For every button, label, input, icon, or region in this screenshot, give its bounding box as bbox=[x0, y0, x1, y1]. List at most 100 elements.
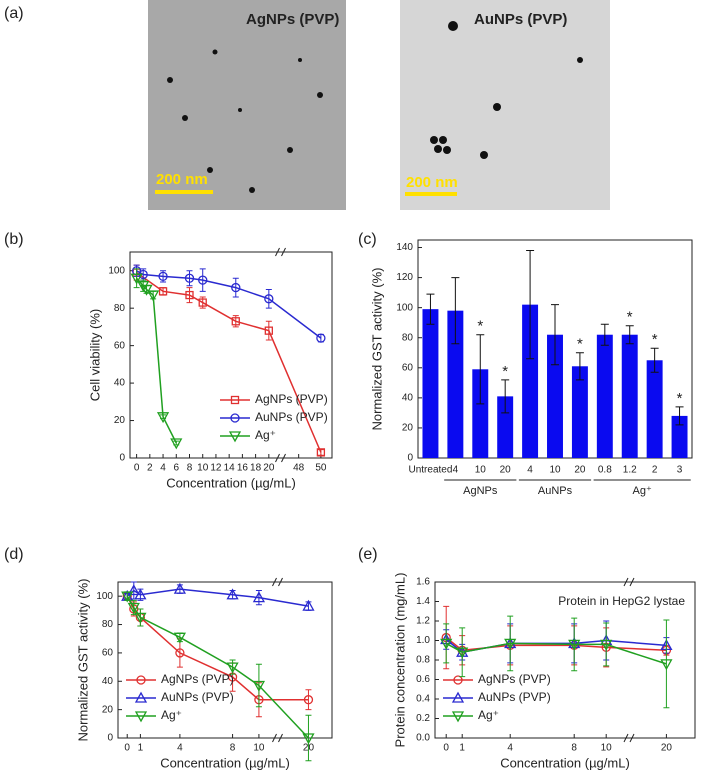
legend-label: Ag⁺ bbox=[161, 708, 182, 722]
x-tick-label: 18 bbox=[250, 463, 262, 474]
x-tick-label: Untreated bbox=[408, 465, 452, 476]
y-tick-label: 60 bbox=[402, 362, 414, 373]
marker bbox=[264, 294, 274, 304]
marker bbox=[170, 438, 183, 450]
error-bar bbox=[551, 304, 559, 366]
marker bbox=[226, 588, 239, 600]
series-line bbox=[136, 277, 177, 444]
marker bbox=[252, 591, 266, 603]
error-bar bbox=[571, 617, 578, 672]
y-tick-label: 20 bbox=[102, 704, 114, 715]
y-tick-label: 40 bbox=[114, 378, 126, 389]
marker bbox=[134, 612, 147, 624]
legend-marker bbox=[134, 711, 148, 723]
tem-image bbox=[400, 0, 610, 210]
plot-frame bbox=[117, 581, 333, 739]
x-tick-label: 3 bbox=[677, 465, 683, 476]
bar bbox=[596, 334, 613, 458]
y-tick-label: 20 bbox=[114, 415, 126, 426]
legend-label: AgNPs (PVP) bbox=[161, 672, 234, 686]
legend-marker bbox=[453, 675, 463, 685]
error-bar bbox=[451, 277, 460, 345]
error-bar bbox=[600, 323, 609, 346]
marker bbox=[134, 588, 147, 600]
panel-label: (c) bbox=[358, 231, 377, 248]
marker bbox=[185, 290, 194, 300]
y-tick-label: 60 bbox=[102, 648, 114, 659]
y-axis-title: Normalized GST activity (%) bbox=[75, 578, 90, 741]
marker bbox=[231, 317, 240, 326]
scale-label: 200 nm bbox=[406, 174, 458, 191]
x-tick-label: 8 bbox=[571, 743, 577, 754]
significance-marker: * bbox=[477, 318, 483, 335]
scale-bar bbox=[405, 192, 457, 196]
significance-marker: * bbox=[627, 309, 633, 326]
group-label: AuNPs bbox=[538, 485, 573, 497]
marker bbox=[568, 639, 581, 651]
error-bar bbox=[443, 623, 450, 664]
y-tick-label: 80 bbox=[114, 303, 126, 314]
marker bbox=[302, 599, 315, 611]
x-tick-label: 10 bbox=[253, 743, 265, 754]
bar bbox=[621, 334, 638, 458]
error-bar bbox=[575, 352, 584, 381]
y-tick-label: 0 bbox=[107, 733, 113, 744]
axis-break bbox=[623, 577, 635, 743]
y-tick-label: 120 bbox=[396, 272, 413, 283]
series-line bbox=[136, 271, 322, 453]
marker bbox=[156, 412, 170, 424]
legend-label: AuNPs (PVP) bbox=[255, 410, 328, 424]
error-bar bbox=[265, 288, 272, 309]
panel-label: (a) bbox=[4, 5, 24, 22]
marker bbox=[127, 584, 140, 596]
error-bar bbox=[186, 287, 193, 304]
y-tick-label: 20 bbox=[402, 423, 414, 434]
legend-marker bbox=[136, 675, 146, 685]
bar bbox=[472, 369, 489, 458]
marker bbox=[175, 648, 185, 658]
error-bar bbox=[476, 334, 485, 405]
y-tick-label: 0.2 bbox=[416, 713, 430, 724]
x-axis-title: Concentration (µg/mL) bbox=[166, 475, 296, 490]
y-axis-title: Cell viability (%) bbox=[87, 309, 102, 401]
y-tick-label: 100 bbox=[96, 591, 113, 602]
x-tick-label: 4 bbox=[507, 743, 513, 754]
error-bar bbox=[426, 293, 435, 325]
marker bbox=[173, 582, 186, 594]
y-tick-label: 0.6 bbox=[416, 674, 430, 685]
x-tick-label: 2 bbox=[652, 465, 658, 476]
y-tick-label: 140 bbox=[396, 242, 413, 253]
bar bbox=[571, 366, 588, 458]
x-tick-label: 0 bbox=[443, 743, 449, 754]
error-bar bbox=[663, 619, 670, 709]
x-tick-label: 6 bbox=[173, 463, 179, 474]
nanoparticles bbox=[167, 21, 583, 193]
scale-label: 200 nm bbox=[156, 171, 208, 188]
y-tick-label: 60 bbox=[114, 340, 126, 351]
error-bar bbox=[305, 689, 312, 711]
legend-marker bbox=[230, 413, 240, 423]
x-axis-title: Concentration (µg/mL) bbox=[160, 755, 290, 770]
error-bar bbox=[305, 714, 312, 762]
marker bbox=[231, 282, 241, 293]
x-tick-label: 12 bbox=[210, 463, 222, 474]
error-bar bbox=[232, 277, 239, 298]
x-tick-label: 8 bbox=[230, 743, 236, 754]
x-tick-label: 16 bbox=[237, 463, 249, 474]
panel-label: (e) bbox=[358, 546, 378, 563]
plot-frame bbox=[129, 251, 333, 459]
legend-label: Ag⁺ bbox=[255, 428, 276, 442]
marker bbox=[127, 602, 140, 614]
x-tick-label: 20 bbox=[500, 465, 512, 476]
bar bbox=[646, 360, 663, 458]
y-axis-title: Protein concentration (mg/mL) bbox=[392, 573, 407, 748]
error-bar bbox=[625, 325, 634, 345]
error-bar bbox=[650, 347, 659, 373]
x-tick-label: 2 bbox=[147, 463, 153, 474]
legend-marker bbox=[134, 691, 148, 703]
scale-bar bbox=[155, 190, 213, 194]
marker bbox=[198, 298, 207, 307]
annotation: Protein in HepG2 lystae bbox=[558, 594, 685, 608]
marker bbox=[147, 290, 160, 302]
